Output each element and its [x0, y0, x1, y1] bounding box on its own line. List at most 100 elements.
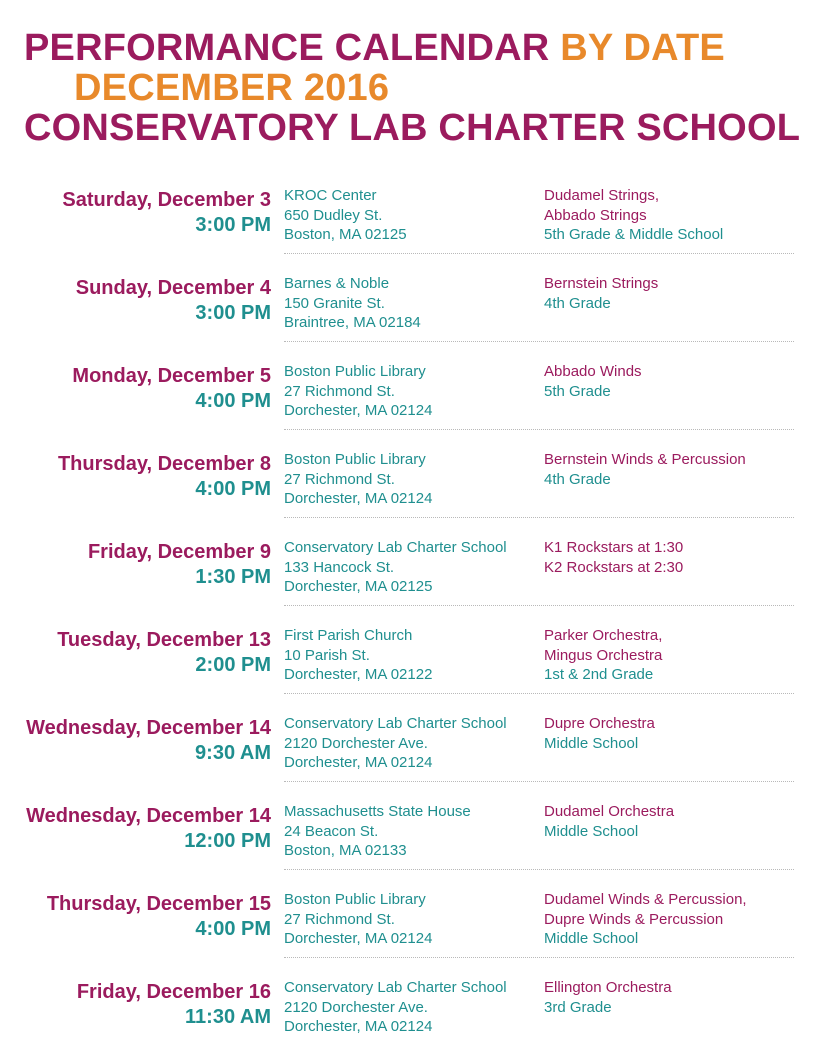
- ensemble-name: Parker Orchestra,: [544, 627, 663, 644]
- event-venue: Conservatory Lab Charter School 133 Hanco…: [284, 538, 534, 597]
- event-day: Tuesday, December 13: [57, 629, 271, 651]
- event-date-time: Sunday, December 4 3:00 PM: [1, 276, 271, 326]
- venue-name: Conservatory Lab Charter School: [284, 979, 507, 996]
- event-ensembles: Dudamel Strings, Abbado Strings 5th Grade …: [544, 186, 804, 245]
- event-venue: KROC Center 650 Dudley St. Boston, MA 0212…: [284, 186, 534, 245]
- venue-name: Boston Public Library: [284, 363, 426, 380]
- venue-name: KROC Center: [284, 187, 377, 204]
- event-date-time: Tuesday, December 13 2:00 PM: [1, 628, 271, 678]
- event-ensembles: Bernstein Strings 4th Grade: [544, 274, 804, 313]
- event-date-time: Friday, December 9 1:30 PM: [1, 540, 271, 590]
- event-ensembles: Ellington Orchestra 3rd Grade: [544, 978, 804, 1017]
- title-month: DECEMBER 2016: [74, 67, 390, 109]
- venue-address-line: 27 Richmond St.: [284, 910, 395, 928]
- event-day: Friday, December 9: [87, 541, 271, 563]
- venue-address-line: Dorchester, MA 02124: [284, 754, 433, 771]
- venue-address-line: 133 Hancock St.: [284, 558, 395, 576]
- event-time: 3:00 PM: [195, 214, 271, 236]
- event-day: Monday, December 5: [72, 365, 271, 387]
- event-row: Saturday, December 3 3:00 PM KROC Center 65…: [0, 184, 816, 272]
- venue-address-line: 27 Richmond St.: [284, 382, 395, 400]
- venue-address-line: 2120 Dorchester Ave.: [284, 734, 428, 752]
- venue-address-line: Dorchester, MA 02125: [284, 578, 433, 595]
- ensemble-grade: 5th Grade: [544, 382, 611, 400]
- venue-address-line: 150 Granite St.: [284, 294, 385, 312]
- ensemble-name: K2 Rockstars at 2:30: [544, 558, 684, 576]
- event-venue: Massachusetts State House 24 Beacon St. Bo…: [284, 802, 534, 861]
- ensemble-name: Dupre Winds & Percussion: [544, 910, 724, 928]
- ensemble-name: Dudamel Orchestra: [544, 803, 675, 820]
- event-date-time: Monday, December 5 4:00 PM: [1, 364, 271, 414]
- ensemble-grade: 5th Grade & Middle School: [544, 226, 724, 243]
- row-divider: [284, 517, 794, 518]
- venue-name: Massachusetts State House: [284, 803, 471, 820]
- event-date-time: Wednesday, December 14 12:00 PM: [1, 804, 271, 854]
- venue-address-line: Boston, MA 02125: [284, 226, 407, 243]
- venue-name: Conservatory Lab Charter School: [284, 539, 507, 556]
- event-row: Wednesday, December 14 9:30 AM Conservator…: [0, 712, 816, 800]
- event-row: Tuesday, December 13 2:00 PM First Parish …: [0, 624, 816, 712]
- ensemble-name: Dudamel Winds & Percussion,: [544, 891, 747, 908]
- ensemble-grade: 4th Grade: [544, 470, 611, 488]
- venue-address-line: Braintree, MA 02184: [284, 314, 421, 331]
- venue-name: Boston Public Library: [284, 451, 426, 468]
- event-venue: First Parish Church 10 Parish St. Dorchest…: [284, 626, 534, 685]
- event-row: Thursday, December 15 4:00 PM Boston Publi…: [0, 888, 816, 976]
- event-venue: Boston Public Library 27 Richmond St. Dorc…: [284, 450, 534, 509]
- event-venue: Boston Public Library 27 Richmond St. Dorc…: [284, 362, 534, 421]
- event-ensembles: Bernstein Winds & Percussion 4th Grade: [544, 450, 804, 489]
- event-ensembles: Dudamel Winds & Percussion, Dupre Winds &…: [544, 890, 804, 949]
- venue-name: First Parish Church: [284, 627, 413, 644]
- ensemble-grade: 4th Grade: [544, 294, 611, 312]
- row-divider: [284, 253, 794, 254]
- title-school: CONSERVATORY LAB CHARTER SCHOOL: [24, 107, 801, 149]
- event-time: 12:00 PM: [184, 830, 271, 852]
- row-divider: [284, 693, 794, 694]
- ensemble-name: Abbado Winds: [544, 363, 642, 380]
- event-venue: Conservatory Lab Charter School 2120 Dorc…: [284, 714, 534, 773]
- ensemble-name: Ellington Orchestra: [544, 979, 672, 996]
- event-time: 11:30 AM: [185, 1006, 271, 1028]
- venue-address-line: 27 Richmond St.: [284, 470, 395, 488]
- ensemble-grade: 3rd Grade: [544, 998, 612, 1016]
- event-ensembles: Dupre Orchestra Middle School: [544, 714, 804, 753]
- event-date-time: Friday, December 16 11:30 AM: [1, 980, 271, 1030]
- venue-address-line: Dorchester, MA 02124: [284, 402, 433, 419]
- event-ensembles: Parker Orchestra, Mingus Orchestra 1st & 2…: [544, 626, 804, 685]
- title-line-1: PERFORMANCE CALENDAR BY DATE: [24, 28, 804, 68]
- title-performance-calendar: PERFORMANCE CALENDAR: [24, 27, 550, 69]
- event-time: 9:30 AM: [195, 742, 271, 764]
- event-day: Saturday, December 3: [62, 189, 271, 211]
- event-row: Wednesday, December 14 12:00 PM Massachuse…: [0, 800, 816, 888]
- ensemble-grade: Middle School: [544, 930, 639, 947]
- event-date-time: Saturday, December 3 3:00 PM: [1, 188, 271, 238]
- ensemble-grade: 1st & 2nd Grade: [544, 666, 654, 683]
- event-time: 4:00 PM: [195, 918, 271, 940]
- event-date-time: Thursday, December 15 4:00 PM: [1, 892, 271, 942]
- venue-address-line: Dorchester, MA 02124: [284, 1018, 433, 1035]
- row-divider: [284, 605, 794, 606]
- event-date-time: Wednesday, December 14 9:30 AM: [1, 716, 271, 766]
- event-time: 4:00 PM: [195, 478, 271, 500]
- event-row: Sunday, December 4 3:00 PM Barnes & Noble 1…: [0, 272, 816, 360]
- ensemble-name: Abbado Strings: [544, 206, 647, 224]
- ensemble-grade: Middle School: [544, 734, 639, 752]
- venue-address-line: 24 Beacon St.: [284, 822, 379, 840]
- event-day: Wednesday, December 14: [26, 805, 271, 827]
- ensemble-grade: Middle School: [544, 822, 639, 840]
- venue-address-line: Dorchester, MA 02124: [284, 490, 433, 507]
- ensemble-name: Dupre Orchestra: [544, 715, 655, 732]
- venue-address-line: Boston, MA 02133: [284, 842, 407, 859]
- row-divider: [284, 429, 794, 430]
- venue-address-line: Dorchester, MA 02124: [284, 930, 433, 947]
- event-day: Sunday, December 4: [75, 277, 271, 299]
- page-header: PERFORMANCE CALENDAR BY DATE DECEMBER 20…: [24, 28, 804, 148]
- event-time: 2:00 PM: [195, 654, 271, 676]
- event-day: Friday, December 16: [76, 981, 271, 1003]
- ensemble-name: Bernstein Winds & Percussion: [544, 451, 746, 468]
- event-ensembles: Abbado Winds 5th Grade: [544, 362, 804, 401]
- event-row: Friday, December 16 11:30 AM Conservatory …: [0, 976, 816, 1064]
- event-ensembles: Dudamel Orchestra Middle School: [544, 802, 804, 841]
- venue-address-line: 10 Parish St.: [284, 646, 370, 664]
- event-venue: Conservatory Lab Charter School 2120 Dorc…: [284, 978, 534, 1037]
